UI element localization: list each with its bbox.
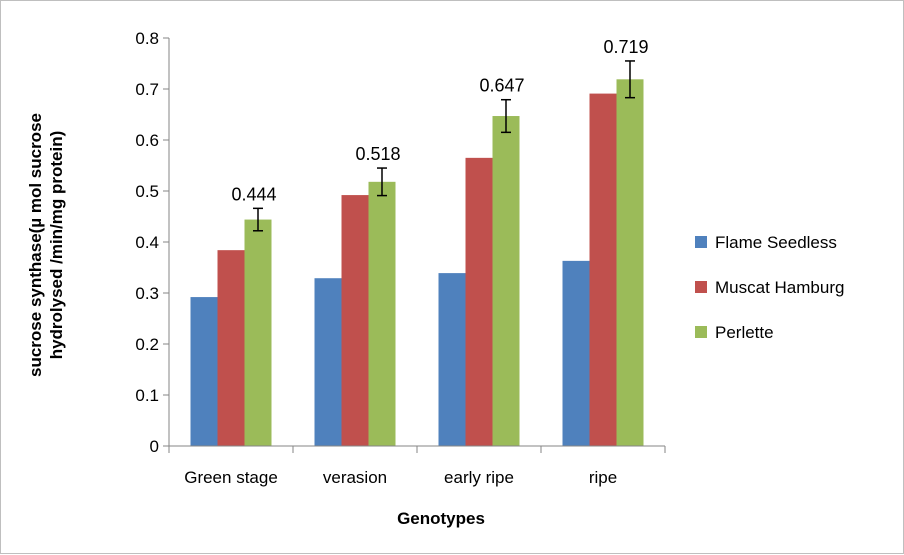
y-tick-label: 0.3 [135, 284, 159, 303]
y-tick-label: 0 [150, 437, 159, 456]
bar [589, 93, 617, 446]
y-tick-label: 0.1 [135, 386, 159, 405]
data-labels: 0.444 0.518 0.647 0.719 [231, 37, 648, 204]
y-axis-title: sucrose synthase(µ mol sucrose hydrolyse… [26, 113, 66, 377]
x-tick-label: verasion [323, 468, 387, 487]
legend-label: Muscat Hamburg [715, 278, 844, 297]
y-tick-label: 0.5 [135, 182, 159, 201]
bar [562, 260, 590, 446]
y-axis-title-line-2: hydrolysed /min/mg protein) [47, 131, 66, 360]
bar [341, 195, 369, 446]
y-tick-label: 0.8 [135, 29, 159, 48]
y-tick-label: 0.7 [135, 80, 159, 99]
bar [244, 219, 272, 446]
bar [616, 79, 644, 446]
bar [217, 250, 245, 446]
y-tick-label: 0.2 [135, 335, 159, 354]
data-label: 0.444 [231, 184, 276, 204]
x-axis: Green stage verasion early ripe ripe [168, 445, 666, 487]
y-tick-label: 0.6 [135, 131, 159, 150]
data-label: 0.518 [355, 144, 400, 164]
legend-swatch [695, 326, 707, 338]
bars [190, 79, 644, 446]
legend-label: Perlette [715, 323, 774, 342]
y-tick-label: 0.4 [135, 233, 159, 252]
error-bars [253, 60, 635, 232]
legend: Flame Seedless Muscat Hamburg Perlette [695, 233, 844, 342]
data-label: 0.647 [479, 76, 524, 96]
x-tick-label: ripe [589, 468, 617, 487]
legend-swatch [695, 236, 707, 248]
x-axis-title: Genotypes [397, 509, 485, 528]
y-axis: 0 0.1 0.2 0.3 0.4 0.5 0.6 0.7 0.8 [135, 29, 170, 456]
x-tick-label: early ripe [444, 468, 514, 487]
bar [368, 181, 396, 446]
bar [314, 278, 342, 446]
y-axis-title-line-1: sucrose synthase(µ mol sucrose [26, 113, 45, 377]
data-label: 0.719 [603, 37, 648, 57]
legend-swatch [695, 281, 707, 293]
bar [438, 273, 466, 446]
bar [492, 116, 520, 446]
x-tick-label: Green stage [184, 468, 278, 487]
bar [465, 157, 493, 446]
bar [190, 297, 218, 446]
legend-label: Flame Seedless [715, 233, 837, 252]
